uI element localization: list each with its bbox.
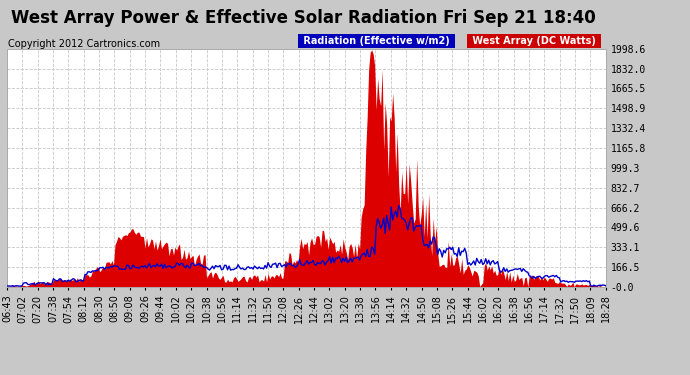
- Text: West Array Power & Effective Solar Radiation Fri Sep 21 18:40: West Array Power & Effective Solar Radia…: [11, 9, 596, 27]
- Text: Copyright 2012 Cartronics.com: Copyright 2012 Cartronics.com: [8, 39, 160, 50]
- Text: West Array (DC Watts): West Array (DC Watts): [469, 36, 600, 46]
- Text: Radiation (Effective w/m2): Radiation (Effective w/m2): [300, 36, 453, 46]
